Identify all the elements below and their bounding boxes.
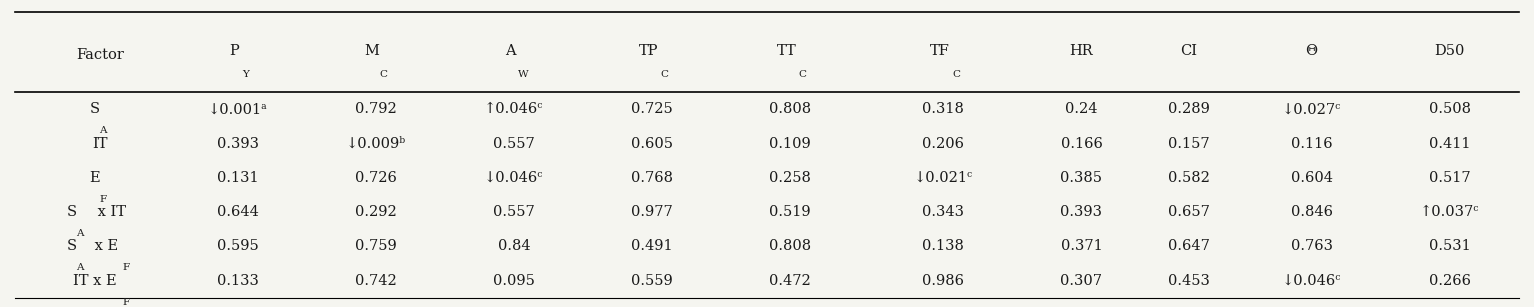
Text: 0.986: 0.986 — [922, 274, 965, 288]
Text: 0.644: 0.644 — [216, 205, 259, 219]
Text: 0.725: 0.725 — [630, 102, 673, 116]
Text: 0.768: 0.768 — [630, 171, 673, 185]
Text: 0.157: 0.157 — [1167, 137, 1210, 150]
Text: 0.726: 0.726 — [354, 171, 397, 185]
Text: S: S — [66, 239, 77, 253]
Text: ↓0.009ᵇ: ↓0.009ᵇ — [345, 137, 407, 150]
Text: 0.307: 0.307 — [1060, 274, 1103, 288]
Text: 0.517: 0.517 — [1428, 171, 1471, 185]
Text: 0.808: 0.808 — [769, 239, 811, 253]
Text: 0.393: 0.393 — [1060, 205, 1103, 219]
Text: 0.371: 0.371 — [1060, 239, 1103, 253]
Text: 0.605: 0.605 — [630, 137, 673, 150]
Text: 0.411: 0.411 — [1428, 137, 1471, 150]
Text: C: C — [799, 70, 807, 79]
Text: CI: CI — [1180, 44, 1198, 58]
Text: E: E — [89, 171, 100, 185]
Text: 0.519: 0.519 — [769, 205, 811, 219]
Text: 0.289: 0.289 — [1167, 102, 1210, 116]
Text: 0.557: 0.557 — [492, 137, 535, 150]
Text: S: S — [91, 102, 100, 116]
Text: ↓0.027ᶜ: ↓0.027ᶜ — [1282, 102, 1341, 116]
Text: 0.393: 0.393 — [216, 137, 259, 150]
Text: 0.808: 0.808 — [769, 102, 811, 116]
Text: ↓0.046ᶜ: ↓0.046ᶜ — [1282, 274, 1341, 288]
Text: 0.472: 0.472 — [769, 274, 811, 288]
Text: F: F — [100, 195, 107, 204]
Text: 0.559: 0.559 — [630, 274, 673, 288]
Text: 0.138: 0.138 — [922, 239, 965, 253]
Text: 0.318: 0.318 — [922, 102, 965, 116]
Text: 0.595: 0.595 — [216, 239, 259, 253]
Text: 0.977: 0.977 — [630, 205, 673, 219]
Text: Factor: Factor — [75, 48, 124, 62]
Text: 0.258: 0.258 — [769, 171, 811, 185]
Text: 0.385: 0.385 — [1060, 171, 1103, 185]
Text: A: A — [77, 229, 84, 238]
Text: C: C — [661, 70, 669, 79]
Text: ↓0.001ᵃ: ↓0.001ᵃ — [209, 102, 267, 116]
Text: 0.742: 0.742 — [354, 274, 397, 288]
Text: C: C — [380, 70, 388, 79]
Text: 0.759: 0.759 — [354, 239, 397, 253]
Text: ↑0.046ᶜ: ↑0.046ᶜ — [485, 102, 543, 116]
Text: 0.131: 0.131 — [216, 171, 259, 185]
Text: M: M — [365, 44, 379, 58]
Text: ↓0.046ᶜ: ↓0.046ᶜ — [485, 171, 543, 185]
Text: ↓0.021ᶜ: ↓0.021ᶜ — [914, 171, 973, 185]
Text: 0.604: 0.604 — [1290, 171, 1333, 185]
Text: S: S — [67, 205, 77, 219]
Text: 0.095: 0.095 — [492, 274, 535, 288]
Text: 0.557: 0.557 — [492, 205, 535, 219]
Text: P: P — [229, 44, 239, 58]
Text: 0.453: 0.453 — [1167, 274, 1210, 288]
Text: 0.508: 0.508 — [1428, 102, 1471, 116]
Text: 0.292: 0.292 — [354, 205, 397, 219]
Text: 0.846: 0.846 — [1290, 205, 1333, 219]
Text: IT x E: IT x E — [74, 274, 117, 288]
Text: Y: Y — [242, 70, 249, 79]
Text: TP: TP — [638, 44, 658, 58]
Text: x E: x E — [91, 239, 118, 253]
Text: 0.792: 0.792 — [354, 102, 397, 116]
Text: Θ: Θ — [1305, 44, 1318, 58]
Text: TF: TF — [930, 44, 950, 58]
Text: 0.582: 0.582 — [1167, 171, 1210, 185]
Text: D50: D50 — [1434, 44, 1465, 58]
Text: 0.109: 0.109 — [769, 137, 811, 150]
Text: 0.206: 0.206 — [922, 137, 965, 150]
Text: x IT: x IT — [92, 205, 126, 219]
Text: 0.84: 0.84 — [497, 239, 531, 253]
Text: IT: IT — [92, 137, 107, 150]
Text: 0.133: 0.133 — [216, 274, 259, 288]
Text: 0.763: 0.763 — [1290, 239, 1333, 253]
Text: F: F — [123, 263, 130, 272]
Text: 0.266: 0.266 — [1428, 274, 1471, 288]
Text: A: A — [100, 126, 107, 135]
Text: 0.116: 0.116 — [1290, 137, 1333, 150]
Text: HR: HR — [1069, 44, 1094, 58]
Text: 0.491: 0.491 — [630, 239, 673, 253]
Text: W: W — [518, 70, 529, 79]
Text: 0.343: 0.343 — [922, 205, 965, 219]
Text: 0.24: 0.24 — [1065, 102, 1098, 116]
Text: ↑0.037ᶜ: ↑0.037ᶜ — [1420, 205, 1479, 219]
Text: A: A — [505, 44, 515, 58]
Text: 0.657: 0.657 — [1167, 205, 1210, 219]
Text: A: A — [77, 263, 84, 272]
Text: F: F — [123, 298, 130, 307]
Text: 0.166: 0.166 — [1060, 137, 1103, 150]
Text: 0.531: 0.531 — [1428, 239, 1471, 253]
Text: 0.647: 0.647 — [1167, 239, 1210, 253]
Text: C: C — [953, 70, 960, 79]
Text: TT: TT — [776, 44, 796, 58]
